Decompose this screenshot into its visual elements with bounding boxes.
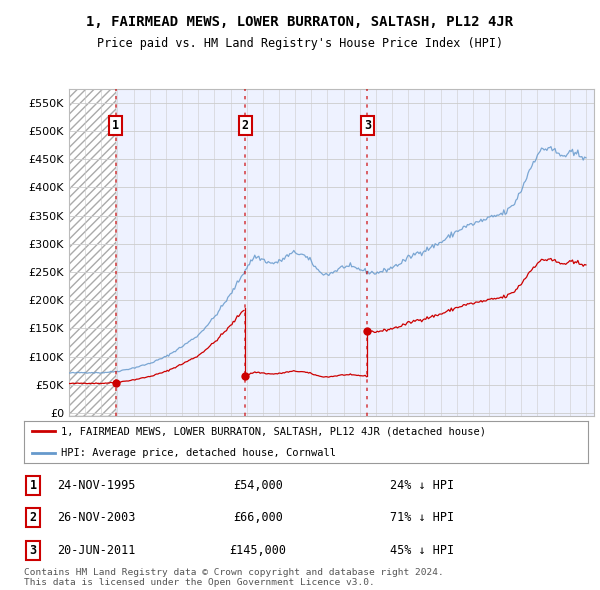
Text: 1, FAIRMEAD MEWS, LOWER BURRATON, SALTASH, PL12 4JR: 1, FAIRMEAD MEWS, LOWER BURRATON, SALTAS…: [86, 15, 514, 29]
Bar: [69, 88, 116, 416]
Text: HPI: Average price, detached house, Cornwall: HPI: Average price, detached house, Corn…: [61, 448, 335, 457]
Text: 1: 1: [29, 478, 37, 492]
Text: 24-NOV-1995: 24-NOV-1995: [57, 478, 135, 492]
Text: 2: 2: [242, 119, 248, 132]
Text: £145,000: £145,000: [229, 543, 287, 557]
Text: 20-JUN-2011: 20-JUN-2011: [57, 543, 135, 557]
Text: 45% ↓ HPI: 45% ↓ HPI: [390, 543, 454, 557]
Text: 3: 3: [29, 543, 37, 557]
Text: £66,000: £66,000: [233, 511, 283, 525]
Text: 26-NOV-2003: 26-NOV-2003: [57, 511, 135, 525]
Text: 24% ↓ HPI: 24% ↓ HPI: [390, 478, 454, 492]
Text: Contains HM Land Registry data © Crown copyright and database right 2024.
This d: Contains HM Land Registry data © Crown c…: [24, 568, 444, 587]
Text: £54,000: £54,000: [233, 478, 283, 492]
Text: 1, FAIRMEAD MEWS, LOWER BURRATON, SALTASH, PL12 4JR (detached house): 1, FAIRMEAD MEWS, LOWER BURRATON, SALTAS…: [61, 427, 485, 436]
Text: 2: 2: [29, 511, 37, 525]
Text: Price paid vs. HM Land Registry's House Price Index (HPI): Price paid vs. HM Land Registry's House …: [97, 37, 503, 50]
Text: 71% ↓ HPI: 71% ↓ HPI: [390, 511, 454, 525]
Text: 1: 1: [112, 119, 119, 132]
Text: 3: 3: [364, 119, 371, 132]
